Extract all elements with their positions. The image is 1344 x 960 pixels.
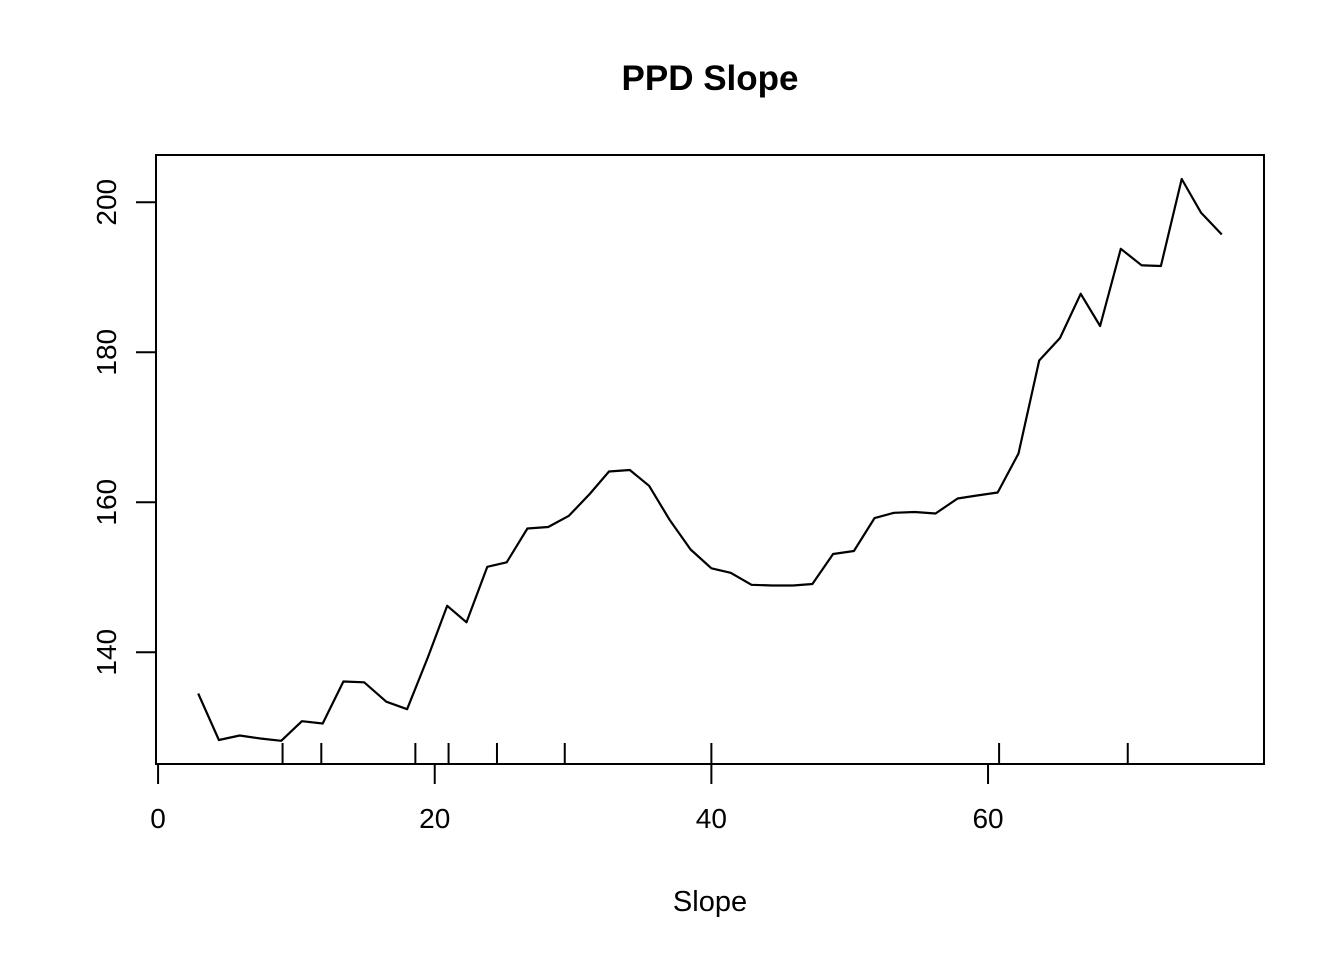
plot-box — [155, 154, 1265, 765]
y-tick-label: 180 — [91, 329, 122, 376]
x-tick-label: 40 — [696, 803, 727, 834]
x-axis-label: Slope — [673, 886, 747, 918]
x-tick-label: 0 — [150, 803, 166, 834]
x-tick-label: 60 — [972, 803, 1003, 834]
y-tick-label: 200 — [91, 179, 122, 226]
chart-title: PPD Slope — [622, 59, 799, 98]
plot-area: 0 20 40 60 140 160 180 200 — [91, 177, 1223, 834]
series-line — [197, 177, 1223, 742]
y-tick-label: 140 — [91, 629, 122, 676]
y-tick-label: 160 — [91, 479, 122, 526]
x-tick-label: 20 — [419, 803, 450, 834]
